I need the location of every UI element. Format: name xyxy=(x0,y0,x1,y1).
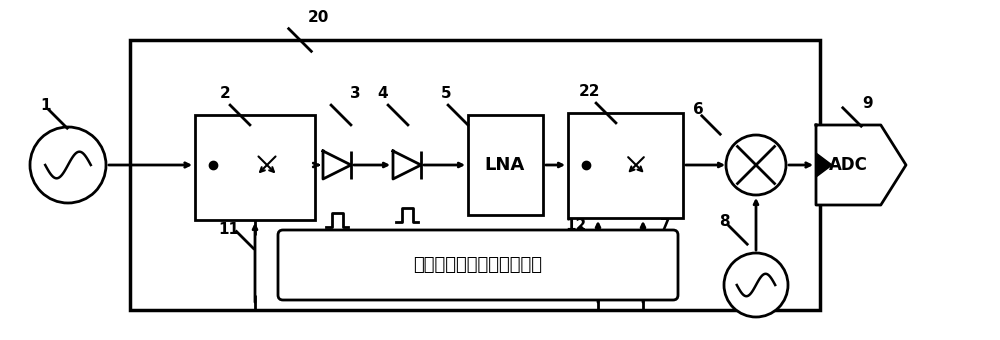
Bar xyxy=(195,115,315,220)
Text: 6: 6 xyxy=(693,102,703,117)
Text: 多路脉冲基带信号产生模块: 多路脉冲基带信号产生模块 xyxy=(414,256,542,274)
Text: 8: 8 xyxy=(719,214,729,228)
Polygon shape xyxy=(393,151,421,179)
Bar xyxy=(568,113,683,218)
Text: 2: 2 xyxy=(220,85,230,101)
Polygon shape xyxy=(816,125,906,205)
Circle shape xyxy=(30,127,106,203)
Circle shape xyxy=(724,253,788,317)
Text: LNA: LNA xyxy=(485,156,525,174)
Text: 5: 5 xyxy=(441,85,451,101)
Text: 9: 9 xyxy=(863,96,873,110)
Circle shape xyxy=(726,135,786,195)
Text: ADC: ADC xyxy=(829,156,868,174)
Bar xyxy=(130,40,820,310)
FancyBboxPatch shape xyxy=(278,230,678,300)
Text: 20: 20 xyxy=(307,11,329,26)
Bar xyxy=(468,115,543,215)
Polygon shape xyxy=(323,151,351,179)
Polygon shape xyxy=(816,153,832,177)
Text: 7: 7 xyxy=(660,219,670,234)
Text: 1: 1 xyxy=(41,98,51,113)
Text: 22: 22 xyxy=(579,84,601,99)
Text: 4: 4 xyxy=(378,85,388,101)
Text: 11: 11 xyxy=(218,222,240,238)
Text: 12: 12 xyxy=(565,219,587,234)
Text: 3: 3 xyxy=(350,85,360,101)
